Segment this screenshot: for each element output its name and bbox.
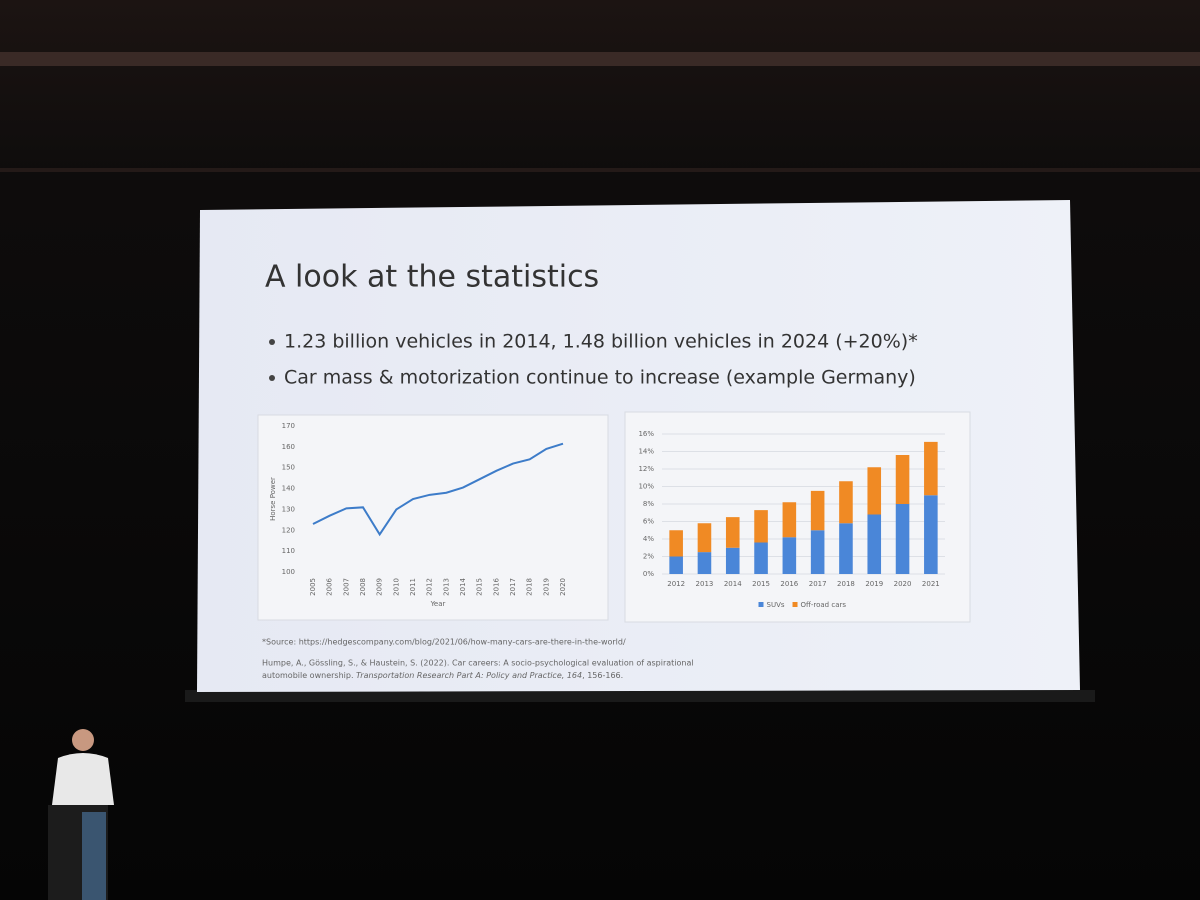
legend-label: Off-road cars: [801, 601, 847, 609]
y-tick-label: 120: [282, 526, 295, 534]
x-tick-label: 2012: [426, 578, 434, 596]
stage-beam: [0, 168, 1200, 172]
y-tick-label: 16%: [638, 430, 654, 438]
x-tick-label: 2013: [696, 580, 714, 588]
shirt: [52, 753, 114, 805]
x-tick-label: 2019: [865, 580, 883, 588]
y-tick-label: 14%: [638, 448, 654, 456]
x-tick-label: 2019: [542, 578, 550, 596]
screen-frame: [185, 690, 1095, 702]
x-tick-label: 2018: [526, 578, 534, 596]
y-tick-label: 0%: [643, 570, 654, 578]
x-tick-label: 2010: [392, 578, 400, 596]
x-tick-label: 2014: [459, 577, 467, 595]
x-tick-label: 2017: [809, 580, 827, 588]
citation: automobile ownership. Transportation Res…: [262, 671, 623, 680]
x-tick-label: 2016: [492, 577, 500, 595]
y-tick-label: 110: [282, 547, 295, 555]
bullet-text: 1.23 billion vehicles in 2014, 1.48 bill…: [284, 331, 918, 353]
data-line: [312, 442, 564, 537]
citation-journal: Transportation Research Part A: Policy a…: [356, 671, 582, 680]
trousers: [82, 812, 106, 900]
bar-segment: [725, 547, 740, 574]
x-tick-label: 2018: [837, 580, 855, 588]
stage-beam: [0, 52, 1200, 66]
bullet: [269, 375, 275, 381]
x-tick-label: 2016: [780, 580, 798, 588]
bar-segment: [867, 514, 882, 574]
x-tick-label: 2013: [442, 578, 450, 596]
speaker: [48, 729, 114, 900]
x-tick-label: 2020: [894, 580, 912, 588]
x-tick-label: 2012: [667, 580, 685, 588]
x-tick-label: 2020: [559, 578, 567, 596]
bar-segment: [669, 530, 683, 557]
chart-frame: [257, 414, 609, 621]
y-tick-label: 6%: [643, 518, 654, 526]
bar-segment: [839, 523, 853, 574]
legend-swatch: [758, 602, 764, 607]
head: [72, 729, 94, 751]
source-note: *Source: https://hedgescompany.com/blog/…: [262, 638, 626, 647]
x-tick-label: 2021: [922, 580, 940, 588]
bar-segment: [782, 537, 797, 574]
bar-segment: [810, 530, 825, 574]
citation-part: , 156-166.: [582, 671, 623, 680]
x-tick-label: 2015: [752, 580, 770, 588]
legend-swatch: [792, 602, 798, 607]
y-tick-label: 170: [282, 422, 295, 430]
bar-segment: [895, 455, 910, 504]
bullet-text: Car mass & motorization continue to incr…: [284, 367, 916, 389]
bar-segment: [782, 502, 797, 538]
slide-title: A look at the statistics: [265, 260, 599, 295]
y-tick-label: 130: [282, 505, 295, 513]
legend-label: SUVs: [767, 601, 785, 609]
bar-segment: [669, 556, 683, 574]
citation-part: automobile ownership.: [262, 671, 356, 680]
y-tick-label: 150: [282, 464, 295, 472]
bar-segment: [725, 517, 740, 548]
bar-segment: [924, 441, 938, 496]
bar-segment: [867, 467, 882, 515]
x-tick-label: 2009: [376, 578, 384, 596]
y-tick-label: 140: [282, 485, 295, 493]
x-tick-label: 2015: [476, 578, 484, 596]
bar-segment: [810, 490, 825, 531]
x-tick-label: 2017: [509, 578, 517, 596]
y-tick-label: 4%: [643, 535, 654, 543]
bar-segment: [754, 510, 768, 543]
x-tick-label: 2011: [409, 578, 417, 596]
bar-segment: [924, 495, 938, 574]
x-tick-label: 2007: [342, 578, 350, 596]
y-tick-label: 160: [282, 443, 295, 451]
bar-segment: [697, 552, 712, 574]
x-tick-label: 2008: [359, 578, 367, 596]
y-tick-label: 10%: [638, 483, 654, 491]
chart-frame: [624, 411, 971, 623]
citation: Humpe, A., Gössling, S., & Haustein, S. …: [262, 659, 694, 668]
bar-segment: [839, 481, 853, 524]
x-tick-label: 2006: [326, 577, 334, 595]
x-tick-label: 2005: [309, 578, 317, 596]
y-tick-label: 100: [282, 568, 295, 576]
x-axis-label: Year: [430, 600, 446, 608]
bar-segment: [754, 542, 768, 574]
y-tick-label: 8%: [643, 500, 654, 508]
y-tick-label: 2%: [643, 553, 654, 561]
bar-segment: [895, 504, 910, 574]
y-axis-label: Horse Power: [269, 477, 277, 521]
y-tick-label: 12%: [638, 465, 654, 473]
bullet: [269, 339, 275, 345]
x-tick-label: 2014: [724, 580, 742, 588]
bar-segment: [697, 523, 712, 553]
